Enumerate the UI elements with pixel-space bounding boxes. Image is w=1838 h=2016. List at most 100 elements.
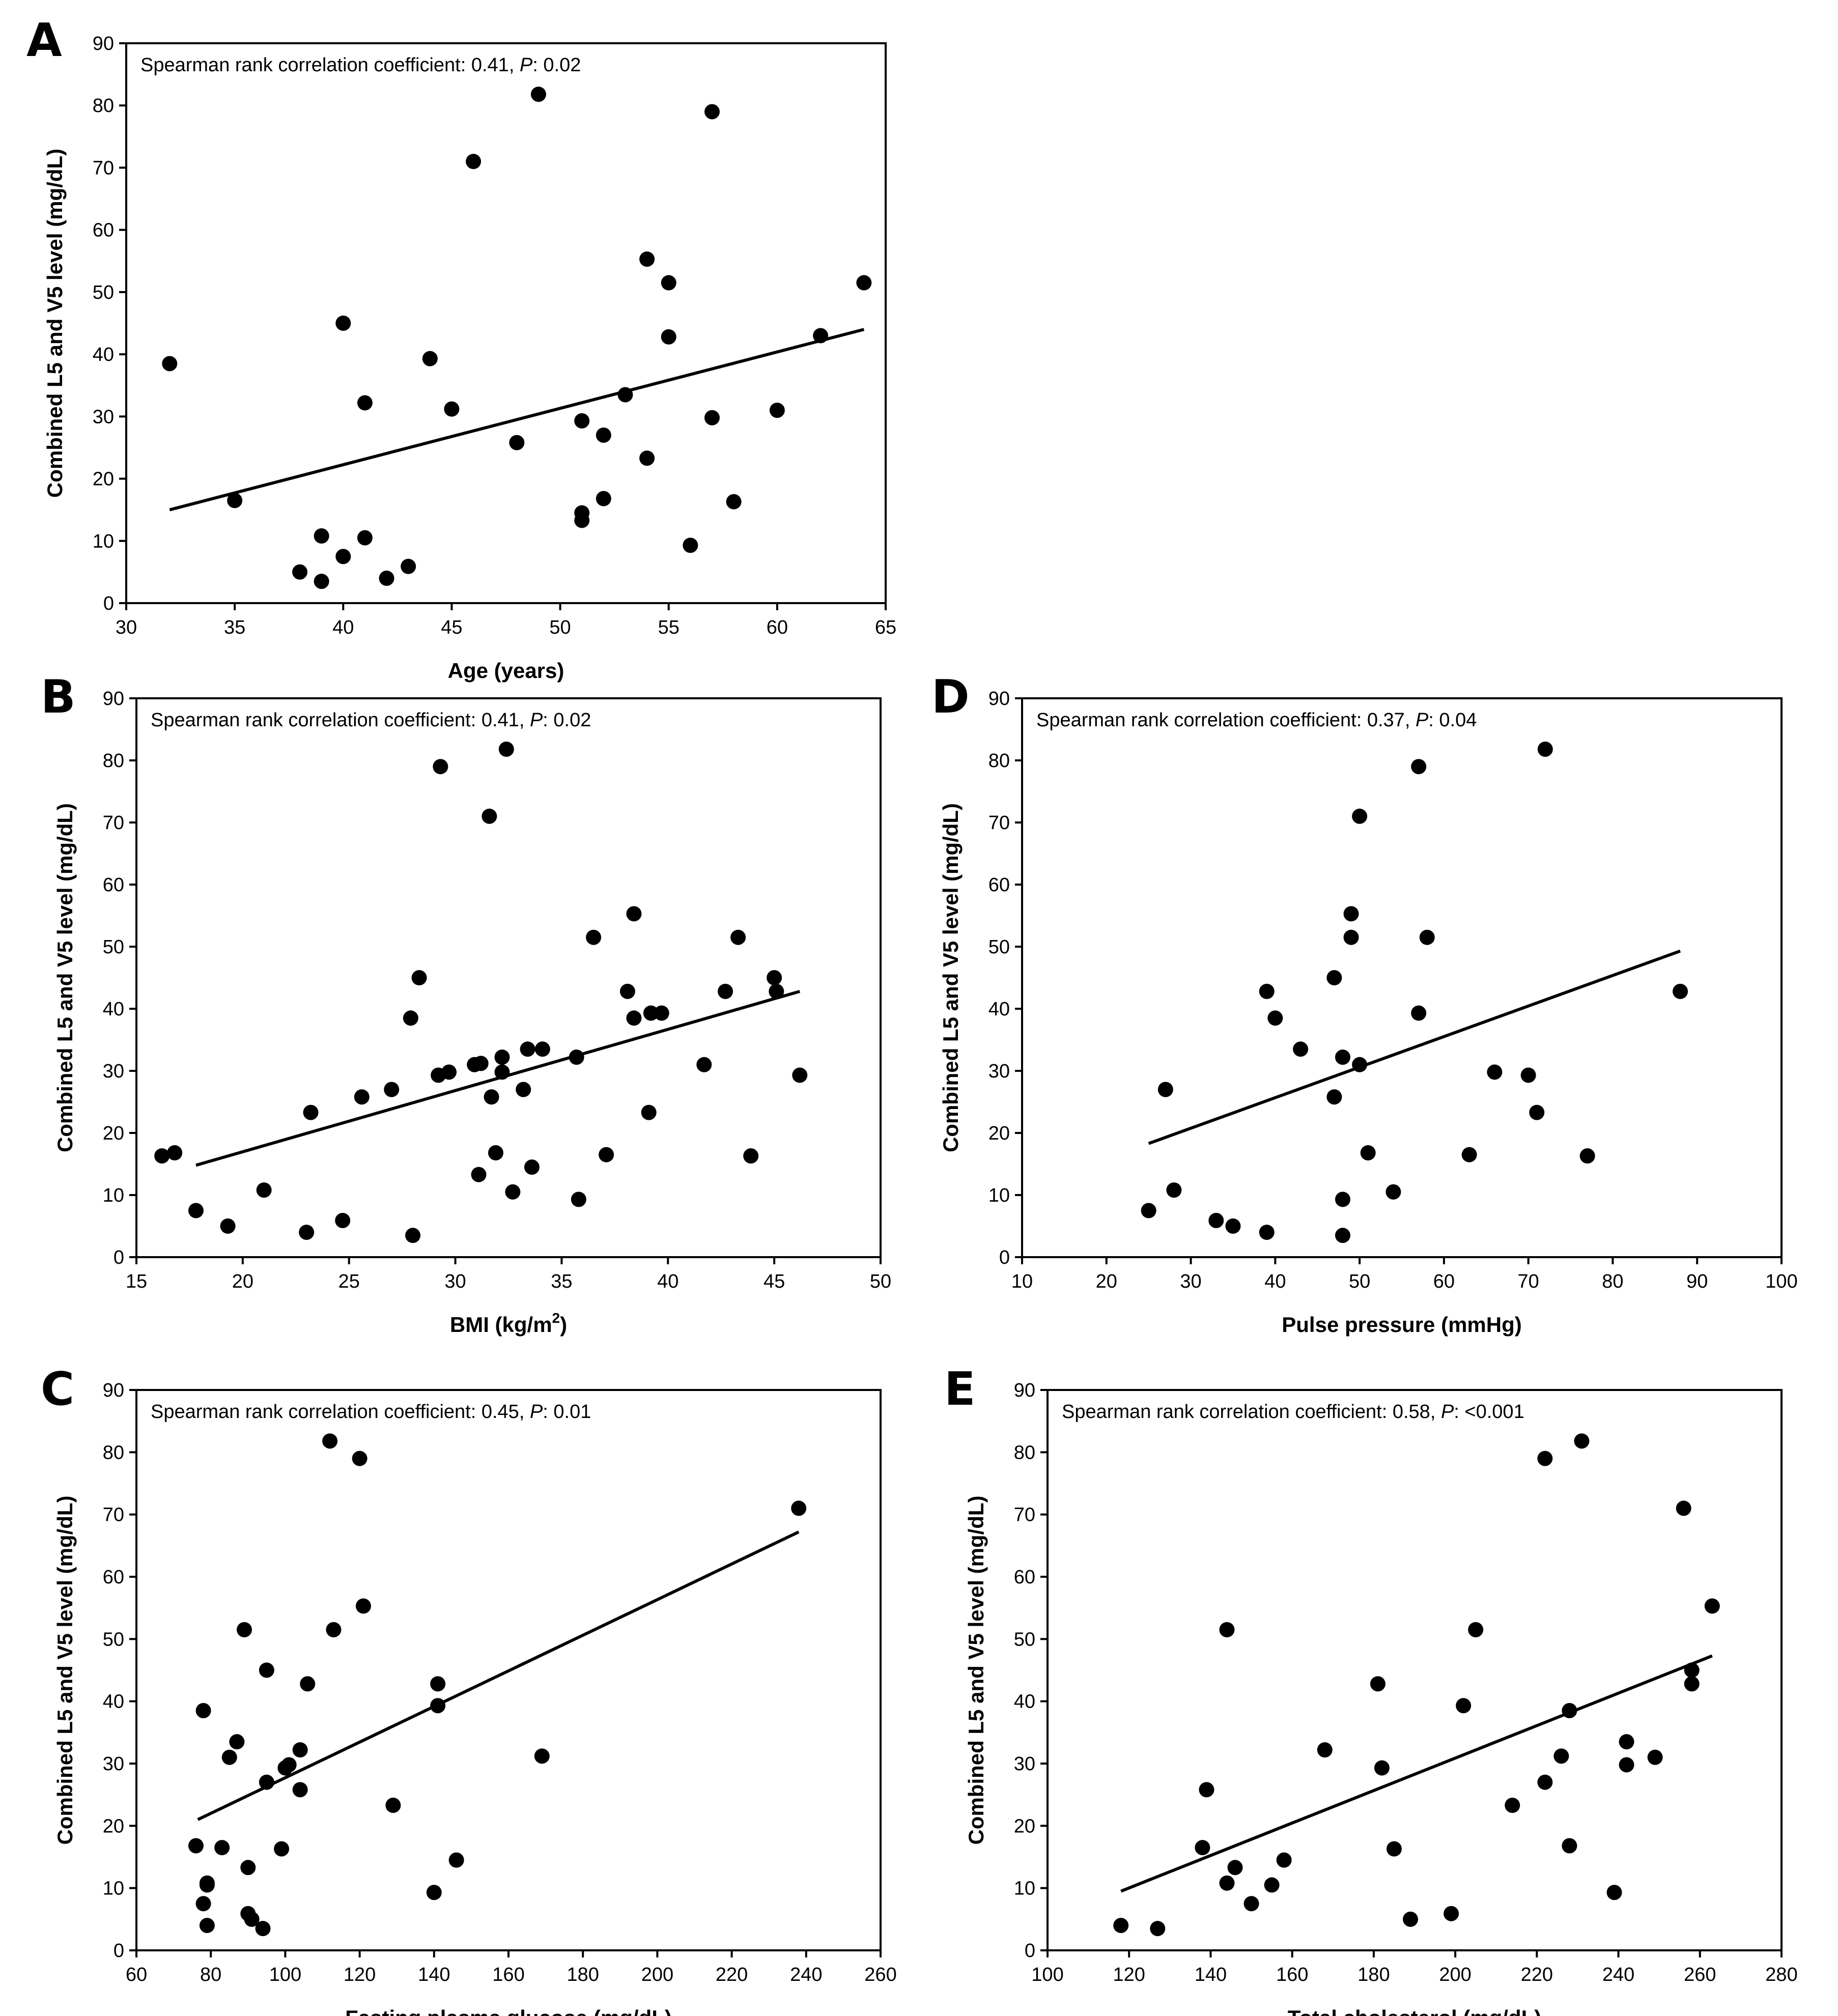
- x-tick-label: 10: [1011, 1271, 1033, 1292]
- data-point: [856, 275, 872, 291]
- y-tick-label: 80: [1014, 1442, 1035, 1463]
- data-point: [1553, 1748, 1569, 1764]
- data-point: [1219, 1622, 1235, 1637]
- data-point: [730, 929, 746, 945]
- y-tick-label: 40: [93, 344, 114, 365]
- data-point: [300, 1676, 316, 1692]
- y-tick-label: 90: [103, 688, 124, 709]
- y-axis-title: Combined L5 and V5 level (mg/dL): [53, 1495, 77, 1844]
- chart-panel-b: B 0 10 20 30 40 50 60 70 80 90 15 20 25 30 35 40 45 50 BMI …: [41, 670, 891, 1337]
- data-point: [1227, 1860, 1243, 1876]
- y-tick-label: 80: [93, 95, 114, 117]
- data-point: [1276, 1852, 1292, 1868]
- data-point: [494, 1064, 510, 1080]
- x-tick-label: 35: [224, 617, 245, 638]
- y-tick-label: 70: [1014, 1504, 1035, 1526]
- y-axis-title: Combined L5 and V5 level (mg/dL): [964, 1495, 988, 1844]
- y-tick-label: 20: [1014, 1815, 1035, 1837]
- data-point: [352, 1451, 367, 1466]
- y-axis-title: Combined L5 and V5 level (mg/dL): [939, 803, 963, 1152]
- data-point: [422, 351, 438, 366]
- data-point: [220, 1218, 236, 1234]
- data-point: [314, 528, 329, 544]
- data-point: [524, 1159, 540, 1175]
- data-point: [1647, 1749, 1663, 1765]
- data-point: [1370, 1676, 1385, 1692]
- plot-frame: [1047, 1389, 1783, 1951]
- x-axis-title-superscript: 2: [552, 1310, 560, 1326]
- data-point: [259, 1774, 274, 1790]
- data-point: [195, 1703, 211, 1719]
- y-tick-label: 0: [103, 593, 114, 614]
- data-point: [256, 1182, 272, 1198]
- data-point: [1537, 1774, 1553, 1790]
- data-point: [1468, 1622, 1484, 1637]
- data-point: [643, 1005, 659, 1021]
- annotation-prefix: Spearman rank correlation coefficient: 0…: [1062, 1401, 1441, 1423]
- annotation-p-label: P: [530, 709, 543, 731]
- x-tick-label: 70: [1518, 1271, 1539, 1292]
- data-point: [214, 1840, 230, 1856]
- data-point: [1537, 1451, 1553, 1466]
- data-point: [484, 1089, 499, 1105]
- y-tick-label: 0: [1025, 1940, 1035, 1962]
- y-tick-label: 40: [103, 1691, 124, 1713]
- data-point: [1343, 906, 1359, 922]
- y-tick-label: 80: [103, 1442, 124, 1463]
- data-point: [1374, 1760, 1390, 1776]
- data-point: [626, 906, 642, 922]
- data-point: [639, 251, 655, 267]
- x-tick-label: 50: [549, 617, 571, 638]
- x-tick-label: 180: [567, 1964, 599, 1985]
- data-point: [1317, 1742, 1333, 1758]
- x-tick-label: 80: [200, 1964, 221, 1985]
- data-point: [1293, 1041, 1309, 1057]
- data-point: [1113, 1918, 1129, 1934]
- data-point: [1157, 1082, 1173, 1097]
- data-point: [1326, 970, 1342, 985]
- x-tick-label: 280: [1765, 1964, 1797, 1985]
- annotation-suffix: : 0.02: [543, 709, 591, 731]
- data-point: [430, 1698, 446, 1714]
- y-tick-label: 40: [103, 999, 124, 1020]
- data-point: [1562, 1703, 1577, 1719]
- x-tick-label: 220: [716, 1964, 748, 1985]
- plot-frame: [125, 42, 887, 604]
- data-point: [596, 428, 611, 443]
- data-point: [441, 1064, 457, 1080]
- panel-label: B: [41, 670, 76, 724]
- x-tick-label: 50: [870, 1271, 891, 1292]
- data-point: [1537, 742, 1553, 757]
- y-tick-label: 30: [988, 1061, 1010, 1082]
- y-tick-label: 10: [988, 1185, 1010, 1206]
- y-tick-label: 90: [1014, 1380, 1035, 1401]
- x-tick-label: 120: [344, 1964, 376, 1985]
- x-axis-title: Pulse pressure (mmHg): [1282, 1313, 1521, 1337]
- data-point: [586, 929, 602, 945]
- data-point: [574, 505, 590, 521]
- data-point: [1419, 929, 1435, 945]
- data-point: [1684, 1676, 1700, 1692]
- correlation-annotation: Spearman rank correlation coefficient: 0…: [140, 54, 581, 76]
- y-tick-label: 90: [93, 33, 114, 54]
- annotation-prefix: Spearman rank correlation coefficient: 0…: [151, 709, 530, 731]
- x-axis-title-end: ): [560, 1313, 567, 1337]
- data-point: [505, 1184, 521, 1200]
- data-point: [357, 530, 373, 546]
- x-tick-label: 200: [641, 1964, 673, 1985]
- data-point: [1619, 1757, 1634, 1773]
- data-point: [1243, 1896, 1259, 1912]
- correlation-annotation: Spearman rank correlation coefficient: 0…: [151, 1401, 591, 1423]
- data-point: [236, 1622, 252, 1637]
- x-tick-label: 140: [418, 1964, 450, 1985]
- data-point: [1619, 1734, 1634, 1750]
- x-tick-label: 25: [338, 1271, 360, 1292]
- data-point: [1676, 1500, 1691, 1516]
- chart-panel-a: A 0 10 20 30 40 50 60 70 80 90 30 35 40 45 50 55 60 65 Age …: [26, 14, 896, 683]
- data-point: [1264, 1877, 1280, 1893]
- x-tick-label: 220: [1521, 1964, 1553, 1985]
- data-point: [791, 1500, 807, 1516]
- annotation-p-label: P: [1441, 1401, 1454, 1423]
- y-tick-label: 70: [103, 812, 124, 834]
